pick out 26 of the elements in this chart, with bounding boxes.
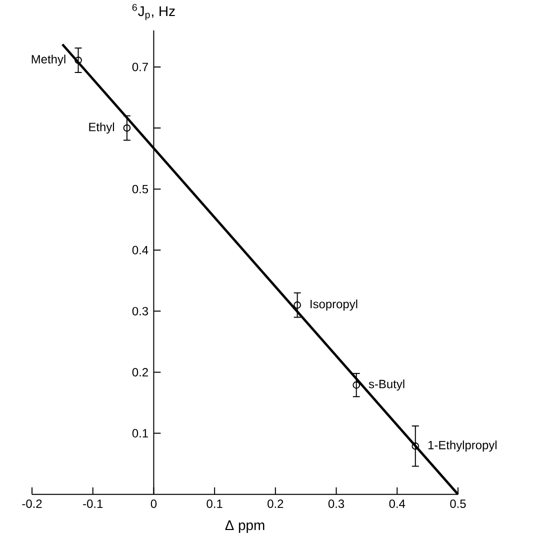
- x-tick-label: 0.4: [389, 500, 406, 508]
- point: [294, 301, 302, 309]
- y-tick-label: 0.4: [132, 246, 148, 254]
- y-axis-title: $^{6}$J$_{p}$, Hz: [132, 4, 175, 20]
- annotation: 1-Ethylpropyl: [428, 440, 497, 452]
- annotation: Isopropyl: [310, 300, 358, 311]
- y-tick-label: 0.3: [132, 306, 148, 316]
- x-tick-label: 0.5: [450, 500, 466, 508]
- point: [352, 381, 360, 389]
- x-tick-label: 0.2: [268, 500, 284, 508]
- x-tick-label: 0.1: [206, 500, 222, 508]
- x-axis-title: Δ ppm: [225, 520, 264, 533]
- annotation: s-Butyl: [368, 380, 404, 391]
- y-tick-label: 0.1: [132, 429, 148, 438]
- x-tick-label: 0.3: [328, 500, 344, 508]
- point: [123, 124, 131, 132]
- y-tick-label: 0.5: [132, 184, 148, 194]
- annotation: Methyl: [32, 54, 66, 66]
- point: [74, 56, 82, 64]
- x-tick-label: 0: [150, 500, 157, 508]
- y-tick-label: 0.2: [132, 368, 148, 376]
- x-tick-label: -0.1: [83, 500, 103, 508]
- annotation: Ethyl: [89, 122, 114, 134]
- x-tick-label: -0.2: [22, 500, 42, 508]
- y-tick-label: 0.7: [132, 62, 148, 72]
- point: [412, 442, 420, 450]
